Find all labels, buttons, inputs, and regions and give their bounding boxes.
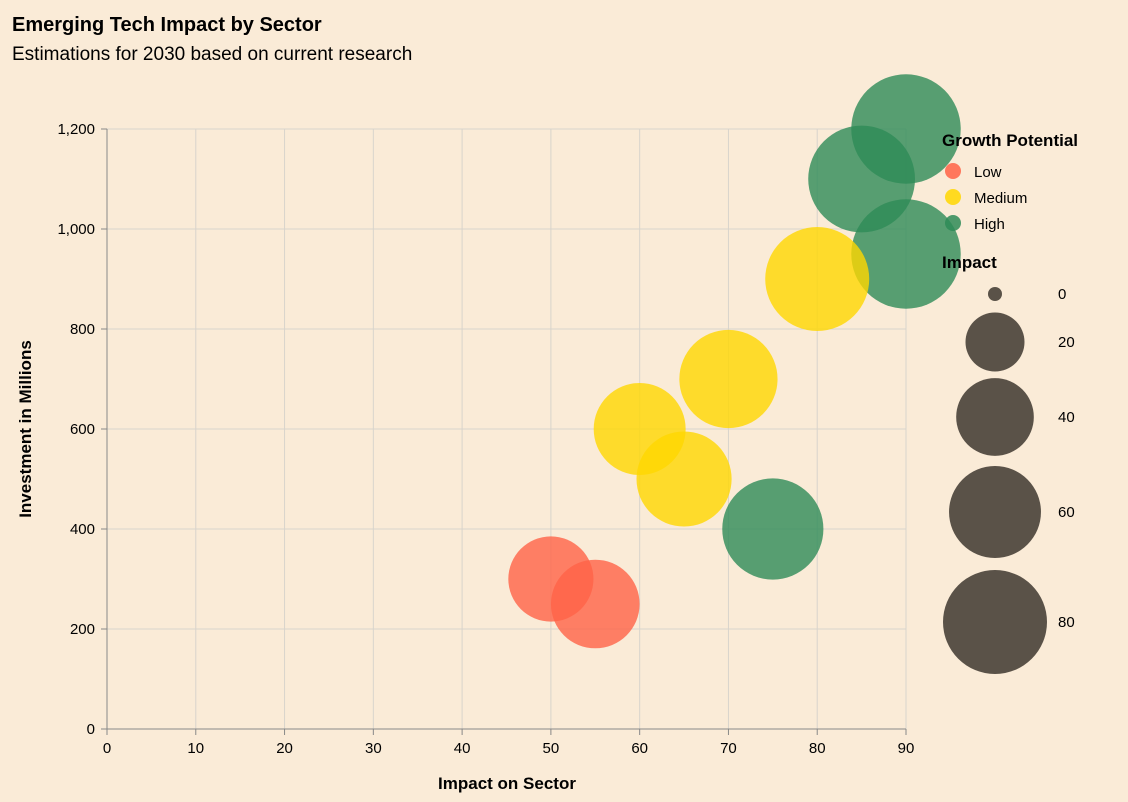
legend-swatch-high <box>945 215 961 231</box>
bubble-high[interactable] <box>722 478 824 580</box>
y-tick-label: 400 <box>70 521 95 538</box>
size-legend-title: Impact <box>942 253 997 272</box>
x-tick-label: 70 <box>720 740 737 757</box>
size-legend-circle <box>949 466 1041 558</box>
y-axis-title: Investment in Millions <box>16 340 35 518</box>
chart-subtitle: Estimations for 2030 based on current re… <box>12 44 412 65</box>
bubble-medium[interactable] <box>636 431 732 527</box>
chart-title: Emerging Tech Impact by Sector <box>12 14 322 36</box>
x-tick-label: 30 <box>365 740 382 757</box>
bubble-high[interactable] <box>851 199 961 309</box>
color-legend-title: Growth Potential <box>942 131 1078 150</box>
y-tick-label: 1,000 <box>57 221 95 238</box>
x-tick-label: 80 <box>809 740 826 757</box>
x-tick-label: 0 <box>103 740 111 757</box>
x-tick-label: 90 <box>898 740 915 757</box>
legend-swatch-medium <box>945 189 961 205</box>
size-legend-label: 0 <box>1058 286 1066 303</box>
x-tick-label: 60 <box>631 740 648 757</box>
grid <box>106 128 907 730</box>
x-tick-label: 10 <box>187 740 204 757</box>
x-tick-label: 40 <box>454 740 471 757</box>
legend: Growth Potential Low Medium High Impact 0 20 40… <box>942 131 1078 674</box>
y-tick-label: 200 <box>70 621 95 638</box>
bubble-medium[interactable] <box>679 329 778 429</box>
legend-label-medium: Medium <box>974 190 1027 207</box>
legend-swatch-low <box>945 163 961 179</box>
size-legend-circle <box>988 287 1002 301</box>
bubble-low[interactable] <box>550 559 640 649</box>
y-tick-label: 1,200 <box>57 121 95 138</box>
bubble-medium[interactable] <box>765 227 870 331</box>
legend-label-low: Low <box>974 164 1002 181</box>
size-legend-circle <box>943 570 1047 674</box>
x-axis-title: Impact on Sector <box>438 774 576 793</box>
size-legend-label: 60 <box>1058 504 1075 521</box>
bubbles <box>508 74 961 649</box>
legend-label-high: High <box>974 216 1005 233</box>
size-legend-circle <box>965 312 1025 372</box>
y-tick-label: 0 <box>87 721 95 738</box>
size-legend-circle <box>956 378 1034 456</box>
y-tick-label: 600 <box>70 421 95 438</box>
size-legend-label: 80 <box>1058 614 1075 631</box>
x-tick-label: 50 <box>543 740 560 757</box>
size-legend-label: 20 <box>1058 334 1075 351</box>
axes: 0 10 20 30 40 50 60 70 80 90 0 200 400 600 800 1,000 1,2… <box>57 121 914 757</box>
y-tick-label: 800 <box>70 321 95 338</box>
size-legend-label: 40 <box>1058 409 1075 426</box>
x-tick-label: 20 <box>276 740 293 757</box>
